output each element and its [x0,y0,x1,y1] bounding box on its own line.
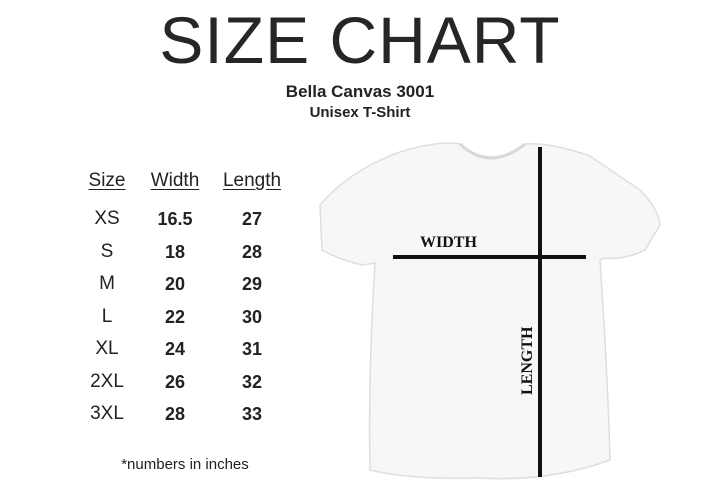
cell-length: 30 [241,306,263,327]
cell-width: 26 [164,371,186,392]
page-title: SIZE CHART [159,3,561,77]
cell-length: 29 [241,274,263,294]
cell-length: 27 [241,209,263,229]
cell-width: 28 [164,404,186,424]
cell-size: 3XL [90,403,124,424]
units-note: *numbers in inches [121,456,249,473]
tshirt-diagram: WIDTH LENGTH [319,142,661,480]
product-name: Bella Canvas 3001 [285,82,435,101]
tshirt-shape [319,142,661,480]
cell-width: 24 [164,339,186,359]
header-size: Size [88,170,126,191]
cell-length: 33 [241,404,263,424]
cell-width: 16.5 [157,209,193,229]
cell-length: 31 [241,339,263,359]
width-label: WIDTH [420,234,477,251]
cell-width: 22 [164,306,186,327]
header-length: Length [222,170,282,191]
cell-length: 28 [241,241,263,262]
cell-size: S [100,240,114,262]
cell-size: M [99,273,115,294]
product-type: Unisex T-Shirt [309,104,411,121]
cell-size: XS [94,208,120,229]
header-width: Width [150,170,200,191]
cell-length: 32 [241,371,263,392]
cell-size: XL [95,338,119,359]
cell-width: 18 [164,241,186,262]
cell-width: 20 [164,274,186,294]
cell-size: L [101,305,113,327]
cell-size: 2XL [90,370,124,392]
length-label: LENGTH [519,326,536,395]
